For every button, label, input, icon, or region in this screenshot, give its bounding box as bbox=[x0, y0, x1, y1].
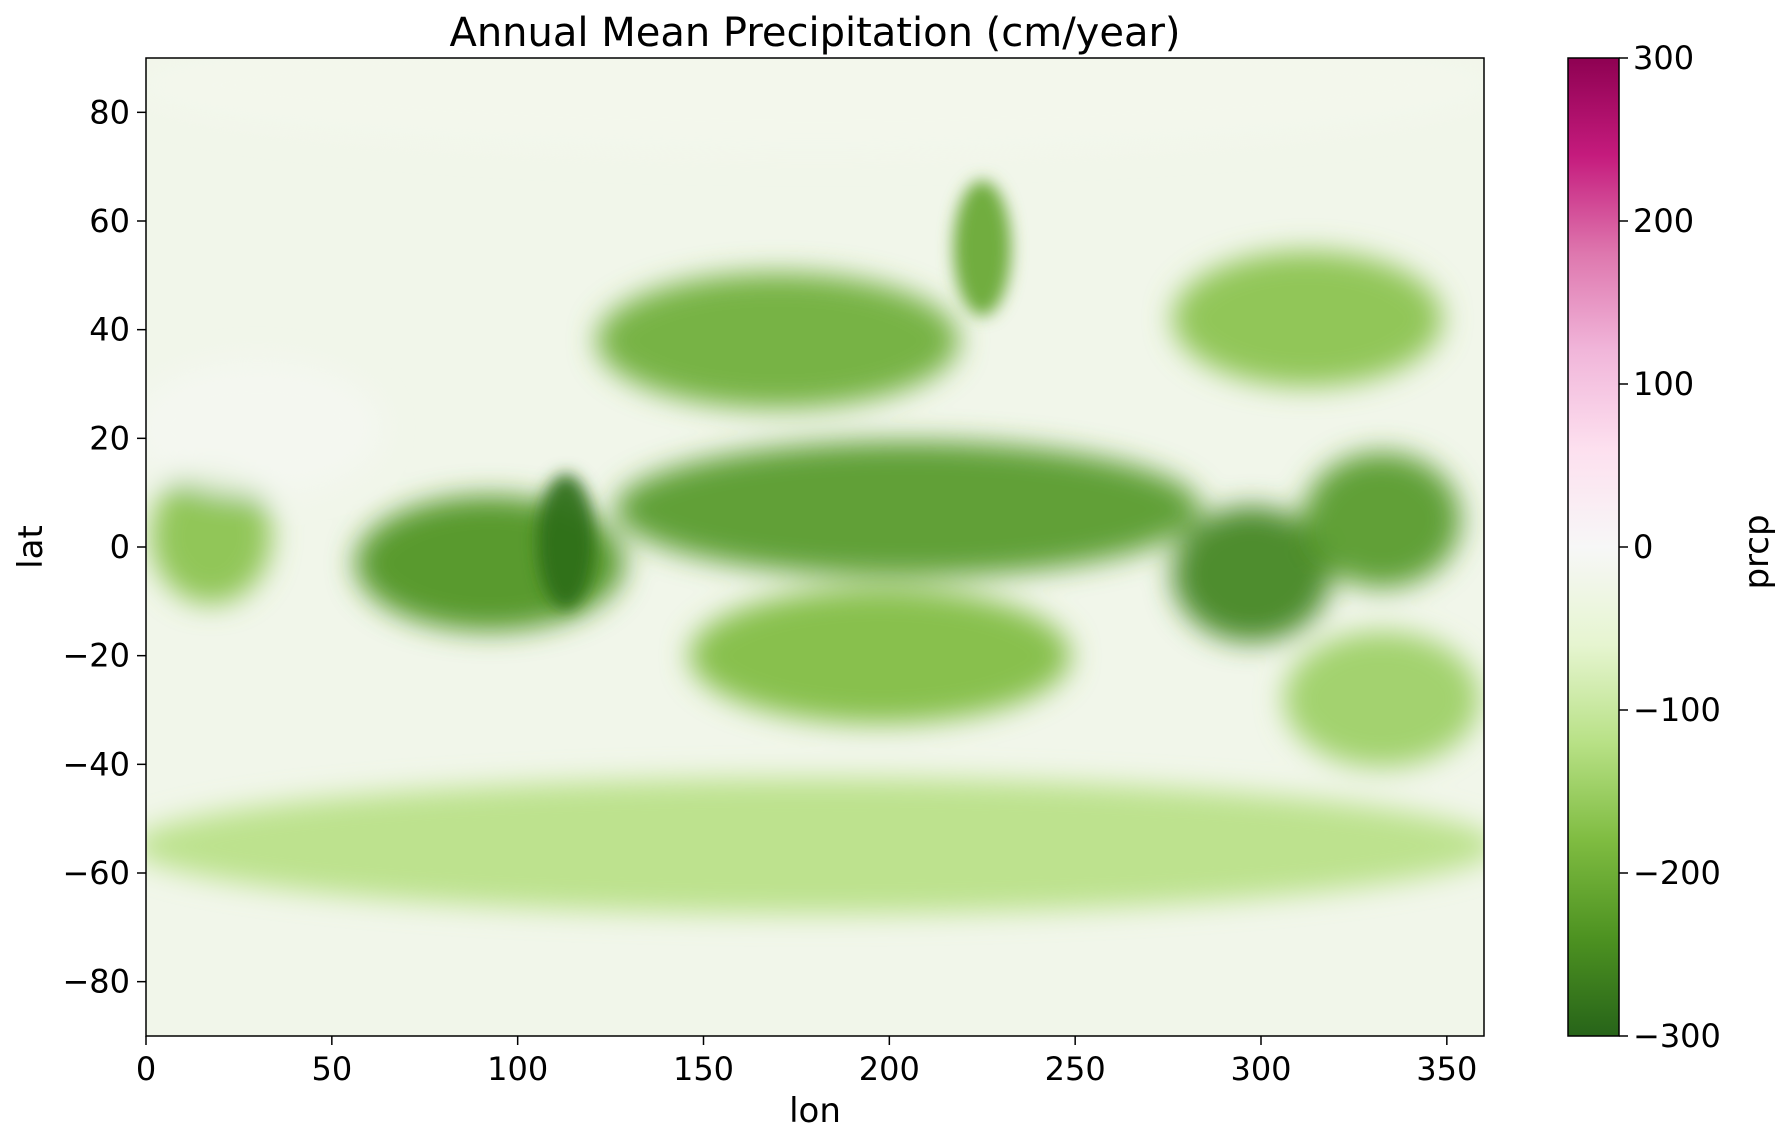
heatmap-feature: North Atlantic storm track bbox=[1172, 251, 1443, 387]
heatmap-feature: Africa tropics bbox=[150, 468, 272, 604]
colorbar-tick-label: 300 bbox=[1633, 39, 1694, 77]
colorbar-tick-label: −100 bbox=[1633, 691, 1721, 729]
colorbar: −300 −200 −100 0 100 200 300 prcp bbox=[1567, 39, 1777, 1055]
colorbar-tick-label: 200 bbox=[1633, 202, 1694, 240]
x-tick-label: 350 bbox=[1416, 1050, 1477, 1088]
heatmap-feature: Southeast Alaska coast bbox=[953, 180, 1012, 316]
heatmap-feature: South Pacific convergence zone bbox=[689, 587, 1071, 724]
y-axis: −80 −60 −40 −20 0 20 40 60 80 bbox=[62, 93, 146, 1001]
colorbar-tick-label: −300 bbox=[1633, 1017, 1721, 1055]
x-tick-label: 300 bbox=[1230, 1050, 1291, 1088]
heatmap-feature: Atlantic ITCZ bbox=[1302, 452, 1461, 588]
y-tick-label: −20 bbox=[62, 637, 130, 675]
y-tick-label: −60 bbox=[62, 854, 130, 892]
heatmap-field-detail: Borneo Southeast Alaska coast bbox=[537, 180, 1012, 610]
y-tick-label: 20 bbox=[89, 419, 130, 457]
heatmap-feature: Pacific ITCZ bbox=[615, 441, 1201, 577]
x-axis-label: lon bbox=[789, 1091, 841, 1131]
colorbar-label: prcp bbox=[1737, 514, 1777, 589]
heatmap-feature: South Atlantic convergence zone bbox=[1284, 631, 1480, 767]
heatmap-feature: Southern Ocean storm track bbox=[146, 778, 1484, 914]
heatmap-feature: Amazon bbox=[1172, 506, 1331, 642]
x-tick-label: 50 bbox=[311, 1050, 352, 1088]
y-axis-label: lat bbox=[11, 525, 51, 569]
y-tick-label: 40 bbox=[89, 311, 130, 349]
plot-area: Pacific ITCZIndian Ocean / Maritime Cont… bbox=[145, 57, 1485, 1037]
x-axis: 0 50 100 150 200 250 300 350 bbox=[136, 1036, 1477, 1088]
heatmap-feature: Polar regions bbox=[146, 58, 1484, 153]
x-tick-label: 150 bbox=[673, 1050, 734, 1088]
x-tick-label: 100 bbox=[487, 1050, 548, 1088]
x-tick-label: 200 bbox=[859, 1050, 920, 1088]
colorbar-ticks: −300 −200 −100 0 100 200 300 bbox=[1619, 39, 1721, 1055]
heatmap-field-soft: Pacific ITCZIndian Ocean / Maritime Cont… bbox=[146, 58, 1484, 914]
colorbar-tick-label: 0 bbox=[1633, 528, 1653, 566]
x-tick-label: 250 bbox=[1045, 1050, 1106, 1088]
x-tick-label: 0 bbox=[136, 1050, 156, 1088]
y-tick-label: 0 bbox=[110, 528, 130, 566]
y-tick-label: −80 bbox=[62, 963, 130, 1001]
colorbar-tick-label: −200 bbox=[1633, 854, 1721, 892]
y-tick-label: 60 bbox=[89, 202, 130, 240]
y-tick-label: −40 bbox=[62, 745, 130, 783]
colorbar-gradient bbox=[1567, 57, 1620, 1037]
chart-title: Annual Mean Precipitation (cm/year) bbox=[449, 10, 1180, 56]
colorbar-tick-label: 100 bbox=[1633, 365, 1694, 403]
heatmap-feature: Borneo bbox=[537, 473, 595, 610]
heatmap-layer: Pacific ITCZIndian Ocean / Maritime Cont… bbox=[146, 58, 1484, 914]
y-tick-label: 80 bbox=[89, 93, 130, 131]
heatmap-feature: Sahara / Arabia dry zone bbox=[146, 359, 383, 496]
heatmap-feature: North Pacific storm track bbox=[596, 272, 960, 409]
